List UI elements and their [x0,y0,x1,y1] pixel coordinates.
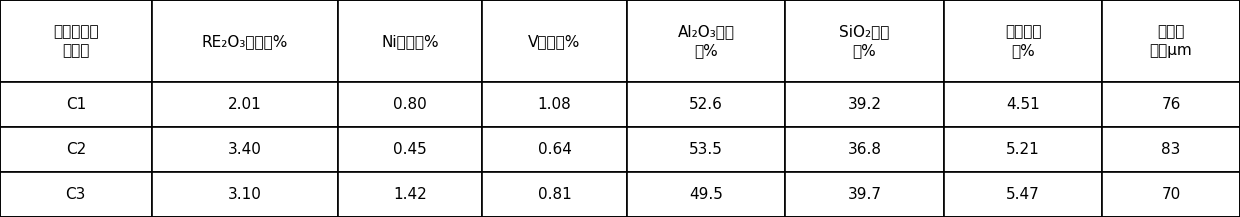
Text: 5.21: 5.21 [1006,142,1040,157]
Text: 53.5: 53.5 [689,142,723,157]
Bar [944,82,1102,127]
Bar [785,0,944,82]
Bar [337,82,482,127]
Bar [1102,82,1240,127]
Text: C3: C3 [66,187,86,202]
Bar [1102,172,1240,217]
Text: 49.5: 49.5 [689,187,723,202]
Bar [785,127,944,172]
Text: Al₂O₃，重
量%: Al₂O₃，重 量% [677,25,734,58]
Bar [785,82,944,127]
Bar [944,127,1102,172]
Bar [151,127,337,172]
Text: 1.08: 1.08 [538,97,572,112]
Bar [0,82,151,127]
Bar [944,172,1102,217]
Text: 废催化裂化
催化剂: 废催化裂化 催化剂 [53,25,99,58]
Text: SiO₂，重
量%: SiO₂，重 量% [839,25,890,58]
Bar [482,0,627,82]
Text: 83: 83 [1162,142,1180,157]
Text: C1: C1 [66,97,86,112]
Text: 52.6: 52.6 [689,97,723,112]
Bar [337,0,482,82]
Bar [1102,0,1240,82]
Bar [337,172,482,217]
Bar [944,0,1102,82]
Text: Ni，重量%: Ni，重量% [381,34,439,49]
Bar [0,0,151,82]
Text: 3.10: 3.10 [228,187,262,202]
Text: 0.64: 0.64 [538,142,572,157]
Text: 70: 70 [1162,187,1180,202]
Text: 76: 76 [1162,97,1180,112]
Text: 39.2: 39.2 [848,97,882,112]
Bar [482,82,627,127]
Text: 0.81: 0.81 [538,187,572,202]
Bar [785,172,944,217]
Text: 0.45: 0.45 [393,142,427,157]
Text: 1.42: 1.42 [393,187,427,202]
Text: C2: C2 [66,142,86,157]
Bar [0,127,151,172]
Text: 36.8: 36.8 [848,142,882,157]
Text: 中位粒
径，μm: 中位粒 径，μm [1149,25,1193,58]
Text: 5.47: 5.47 [1006,187,1040,202]
Text: RE₂O₃，重量%: RE₂O₃，重量% [201,34,288,49]
Bar [151,0,337,82]
Bar [1102,127,1240,172]
Bar [482,172,627,217]
Bar [627,82,785,127]
Bar [151,172,337,217]
Text: 4.51: 4.51 [1006,97,1040,112]
Text: 39.7: 39.7 [848,187,882,202]
Bar [627,0,785,82]
Text: 杂质，重
量%: 杂质，重 量% [1004,25,1042,58]
Bar [151,82,337,127]
Bar [0,172,151,217]
Text: 2.01: 2.01 [228,97,262,112]
Text: V，重量%: V，重量% [528,34,580,49]
Bar [627,172,785,217]
Text: 0.80: 0.80 [393,97,427,112]
Bar [627,127,785,172]
Text: 3.40: 3.40 [228,142,262,157]
Bar [337,127,482,172]
Bar [482,127,627,172]
